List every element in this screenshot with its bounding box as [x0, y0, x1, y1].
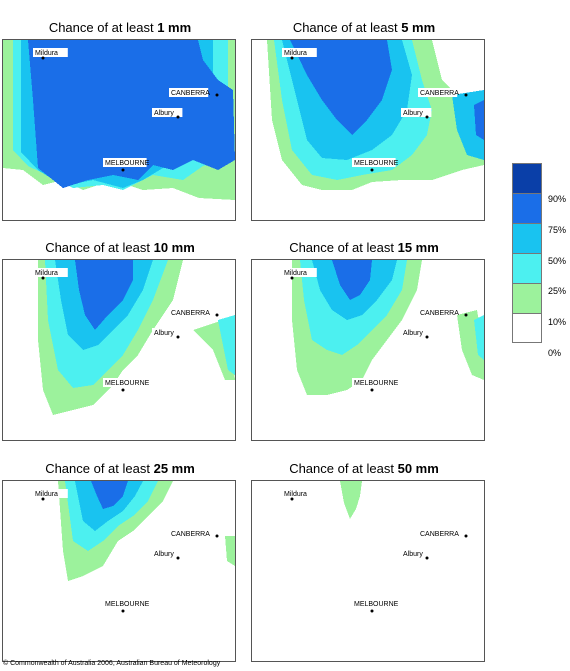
svg-text:MELBOURNE: MELBOURNE: [105, 160, 150, 167]
svg-text:CANBERRA: CANBERRA: [420, 90, 459, 97]
legend-label-75: 75%: [548, 225, 567, 235]
svg-text:CANBERRA: CANBERRA: [171, 310, 210, 317]
city-albury: Albury: [152, 108, 183, 119]
city-mildura: Mildura: [282, 489, 317, 501]
panel-title-10mm: Chance of at least 10 mm: [45, 240, 195, 255]
svg-text:CANBERRA: CANBERRA: [171, 531, 210, 538]
svg-text:Mildura: Mildura: [35, 50, 58, 57]
city-albury: Albury: [152, 549, 183, 560]
legend-swatch-10: [512, 283, 542, 313]
city-albury: Albury: [401, 328, 432, 339]
probability-legend: [512, 163, 542, 343]
map-25mm: Mildura CANBERRA Albury MELBOURNE: [2, 480, 236, 662]
city-albury: Albury: [152, 328, 183, 339]
svg-text:CANBERRA: CANBERRA: [171, 90, 210, 97]
svg-text:MELBOURNE: MELBOURNE: [105, 601, 150, 608]
legend-swatch-50: [512, 223, 542, 253]
legend-swatch-25: [512, 253, 542, 283]
city-canberra: CANBERRA: [169, 88, 219, 97]
city-melbourne: MELBOURNE: [352, 158, 399, 172]
svg-text:Mildura: Mildura: [35, 491, 58, 498]
svg-text:Mildura: Mildura: [284, 270, 307, 277]
map-1mm: Mildura CANBERRA Albury MELBOURNE: [2, 39, 236, 221]
panel-title-5mm: Chance of at least 5 mm: [292, 20, 436, 35]
panel-title-1mm: Chance of at least 1 mm: [48, 20, 192, 35]
svg-text:Mildura: Mildura: [35, 270, 58, 277]
city-mildura: Mildura: [33, 48, 68, 60]
city-canberra: CANBERRA: [418, 529, 468, 538]
map-15mm: Mildura CANBERRA Albury MELBOURNE: [251, 259, 485, 441]
city-mildura: Mildura: [282, 268, 317, 280]
svg-text:MELBOURNE: MELBOURNE: [354, 380, 399, 387]
legend-label-25: 25%: [548, 286, 567, 296]
city-melbourne: MELBOURNE: [103, 158, 150, 172]
map-50mm: Mildura CANBERRA Albury MELBOURNE: [251, 480, 485, 662]
city-albury: Albury: [401, 108, 432, 119]
svg-text:CANBERRA: CANBERRA: [420, 531, 459, 538]
city-canberra: CANBERRA: [169, 529, 219, 538]
city-melbourne: MELBOURNE: [352, 599, 399, 613]
city-canberra: CANBERRA: [418, 88, 468, 97]
svg-text:Albury: Albury: [154, 110, 174, 117]
svg-text:Albury: Albury: [403, 330, 423, 337]
svg-text:MELBOURNE: MELBOURNE: [354, 160, 399, 167]
city-canberra: CANBERRA: [418, 308, 468, 317]
svg-text:Albury: Albury: [154, 551, 174, 558]
map-5mm: Mildura CANBERRA Albury MELBOURNE: [251, 39, 485, 221]
svg-text:Albury: Albury: [403, 551, 423, 558]
legend-swatch-90: [512, 163, 542, 193]
legend-label-0: 0%: [548, 348, 562, 358]
panel-title-25mm: Chance of at least 25 mm: [45, 461, 195, 476]
legend-swatch-0: [512, 313, 542, 343]
city-albury: Albury: [401, 549, 432, 560]
city-canberra: CANBERRA: [169, 308, 219, 317]
city-melbourne: MELBOURNE: [352, 378, 399, 392]
legend-label-90: 90%: [548, 194, 567, 204]
svg-text:Albury: Albury: [403, 110, 423, 117]
copyright-notice: © Commonwealth of Australia 2006, Austra…: [3, 660, 221, 667]
panel-title-15mm: Chance of at least 15 mm: [289, 240, 439, 255]
city-melbourne: MELBOURNE: [103, 378, 150, 392]
city-melbourne: MELBOURNE: [103, 599, 150, 613]
svg-text:CANBERRA: CANBERRA: [420, 310, 459, 317]
svg-text:MELBOURNE: MELBOURNE: [105, 380, 150, 387]
legend-label-10: 10%: [548, 317, 567, 327]
legend-swatch-75: [512, 193, 542, 223]
city-mildura: Mildura: [282, 48, 317, 60]
legend-label-50: 50%: [548, 256, 567, 266]
panel-title-50mm: Chance of at least 50 mm: [289, 461, 439, 476]
map-10mm: Mildura CANBERRA Albury MELBOURNE: [2, 259, 236, 441]
svg-text:Mildura: Mildura: [284, 50, 307, 57]
svg-text:MELBOURNE: MELBOURNE: [354, 601, 399, 608]
city-mildura: Mildura: [33, 489, 68, 501]
svg-text:Mildura: Mildura: [284, 491, 307, 498]
city-mildura: Mildura: [33, 268, 68, 280]
svg-text:Albury: Albury: [154, 330, 174, 337]
